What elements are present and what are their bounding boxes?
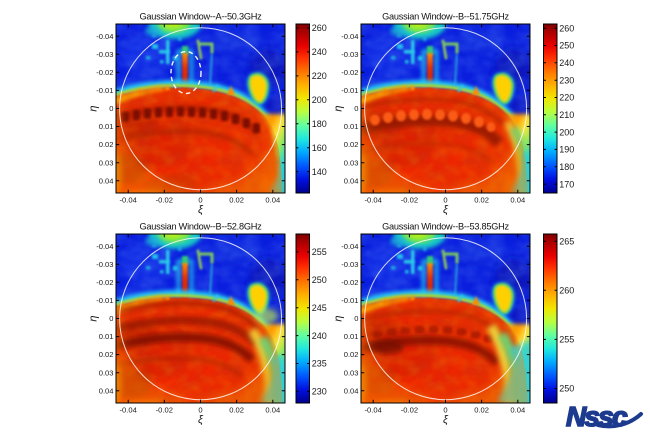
svg-text:-0.02: -0.02 — [401, 406, 418, 415]
svg-text:160: 160 — [312, 143, 327, 153]
svg-text:200: 200 — [312, 95, 327, 105]
svg-text:Gaussian Window--B--51.75GHz: Gaussian Window--B--51.75GHz — [382, 12, 509, 22]
svg-text:0: 0 — [109, 104, 113, 113]
svg-text:200: 200 — [559, 127, 574, 137]
svg-text:Gaussian Window--B--53.85GHz: Gaussian Window--B--53.85GHz — [382, 222, 509, 232]
svg-text:η: η — [88, 105, 100, 111]
svg-text:0.04: 0.04 — [99, 386, 114, 395]
svg-text:-0.04: -0.04 — [365, 406, 382, 415]
svg-text:0.03: 0.03 — [344, 368, 359, 377]
svg-text:0.04: 0.04 — [265, 196, 280, 205]
svg-text:Gaussian Window--A--50.3GHz: Gaussian Window--A--50.3GHz — [140, 12, 263, 22]
svg-text:0.04: 0.04 — [265, 406, 280, 415]
svg-text:η: η — [333, 315, 345, 321]
svg-text:-0.04: -0.04 — [120, 406, 137, 415]
svg-text:0.02: 0.02 — [344, 140, 359, 149]
svg-text:-0.04: -0.04 — [96, 242, 113, 251]
svg-text:-0.02: -0.02 — [341, 278, 358, 287]
svg-text:250: 250 — [312, 275, 327, 285]
svg-text:245: 245 — [312, 303, 327, 313]
svg-text:140: 140 — [312, 167, 327, 177]
svg-text:-0.01: -0.01 — [341, 86, 358, 95]
svg-text:0.02: 0.02 — [229, 406, 244, 415]
svg-text:ξ: ξ — [443, 204, 449, 216]
svg-text:260: 260 — [559, 23, 574, 33]
svg-text:-0.04: -0.04 — [365, 196, 382, 205]
svg-text:-0.04: -0.04 — [341, 242, 358, 251]
svg-text:240: 240 — [559, 58, 574, 68]
svg-text:0: 0 — [443, 196, 447, 205]
svg-text:0.02: 0.02 — [474, 196, 489, 205]
svg-text:0.01: 0.01 — [344, 122, 359, 131]
svg-text:Gaussian Window--B--52.8GHz: Gaussian Window--B--52.8GHz — [140, 222, 263, 232]
svg-text:-0.03: -0.03 — [341, 50, 358, 59]
svg-text:Nssc: Nssc — [566, 401, 628, 432]
svg-text:-0.04: -0.04 — [341, 32, 358, 41]
svg-text:0: 0 — [443, 406, 447, 415]
svg-text:0.01: 0.01 — [99, 122, 114, 131]
svg-text:0.04: 0.04 — [99, 176, 114, 185]
svg-text:0.01: 0.01 — [99, 332, 114, 341]
svg-text:0: 0 — [109, 314, 113, 323]
svg-text:-0.02: -0.02 — [156, 406, 173, 415]
svg-text:180: 180 — [559, 162, 574, 172]
svg-text:0: 0 — [198, 196, 202, 205]
svg-text:0.04: 0.04 — [510, 406, 525, 415]
svg-text:260: 260 — [312, 23, 327, 33]
svg-text:170: 170 — [559, 179, 574, 189]
svg-text:0: 0 — [198, 406, 202, 415]
svg-text:ξ: ξ — [443, 414, 449, 426]
svg-text:0.02: 0.02 — [474, 406, 489, 415]
svg-text:0.03: 0.03 — [344, 158, 359, 167]
svg-text:0.02: 0.02 — [344, 350, 359, 359]
svg-text:-0.04: -0.04 — [120, 196, 137, 205]
svg-text:0.02: 0.02 — [99, 140, 114, 149]
svg-text:-0.03: -0.03 — [96, 50, 113, 59]
svg-text:-0.01: -0.01 — [96, 86, 113, 95]
svg-text:0.01: 0.01 — [344, 332, 359, 341]
svg-text:240: 240 — [312, 47, 327, 57]
svg-text:-0.04: -0.04 — [96, 32, 113, 41]
svg-text:0.04: 0.04 — [344, 386, 359, 395]
svg-text:0: 0 — [354, 104, 358, 113]
svg-text:250: 250 — [559, 384, 574, 394]
svg-text:-0.02: -0.02 — [96, 68, 113, 77]
svg-text:210: 210 — [559, 110, 574, 120]
svg-text:ξ: ξ — [198, 204, 204, 216]
svg-text:240: 240 — [312, 331, 327, 341]
svg-text:180: 180 — [312, 119, 327, 129]
svg-text:-0.02: -0.02 — [156, 196, 173, 205]
svg-text:ξ: ξ — [198, 414, 204, 426]
svg-text:255: 255 — [559, 335, 574, 345]
svg-text:250: 250 — [559, 41, 574, 51]
svg-text:-0.02: -0.02 — [96, 278, 113, 287]
svg-text:0.03: 0.03 — [99, 368, 114, 377]
svg-text:-0.03: -0.03 — [341, 260, 358, 269]
svg-text:230: 230 — [559, 75, 574, 85]
svg-text:0.04: 0.04 — [510, 196, 525, 205]
svg-text:265: 265 — [559, 236, 574, 246]
svg-text:-0.02: -0.02 — [401, 196, 418, 205]
svg-text:255: 255 — [312, 247, 327, 257]
svg-text:0.03: 0.03 — [99, 158, 114, 167]
svg-text:η: η — [333, 105, 345, 111]
svg-text:-0.03: -0.03 — [96, 260, 113, 269]
svg-text:260: 260 — [559, 286, 574, 296]
svg-text:230: 230 — [312, 387, 327, 397]
svg-text:190: 190 — [559, 145, 574, 155]
svg-text:-0.01: -0.01 — [96, 296, 113, 305]
svg-text:235: 235 — [312, 359, 327, 369]
svg-text:η: η — [88, 315, 100, 321]
svg-text:0: 0 — [354, 314, 358, 323]
svg-text:220: 220 — [559, 93, 574, 103]
svg-text:-0.02: -0.02 — [341, 68, 358, 77]
svg-text:0.04: 0.04 — [344, 176, 359, 185]
svg-text:-0.01: -0.01 — [341, 296, 358, 305]
svg-text:0.02: 0.02 — [99, 350, 114, 359]
svg-text:0.02: 0.02 — [229, 196, 244, 205]
svg-text:220: 220 — [312, 71, 327, 81]
